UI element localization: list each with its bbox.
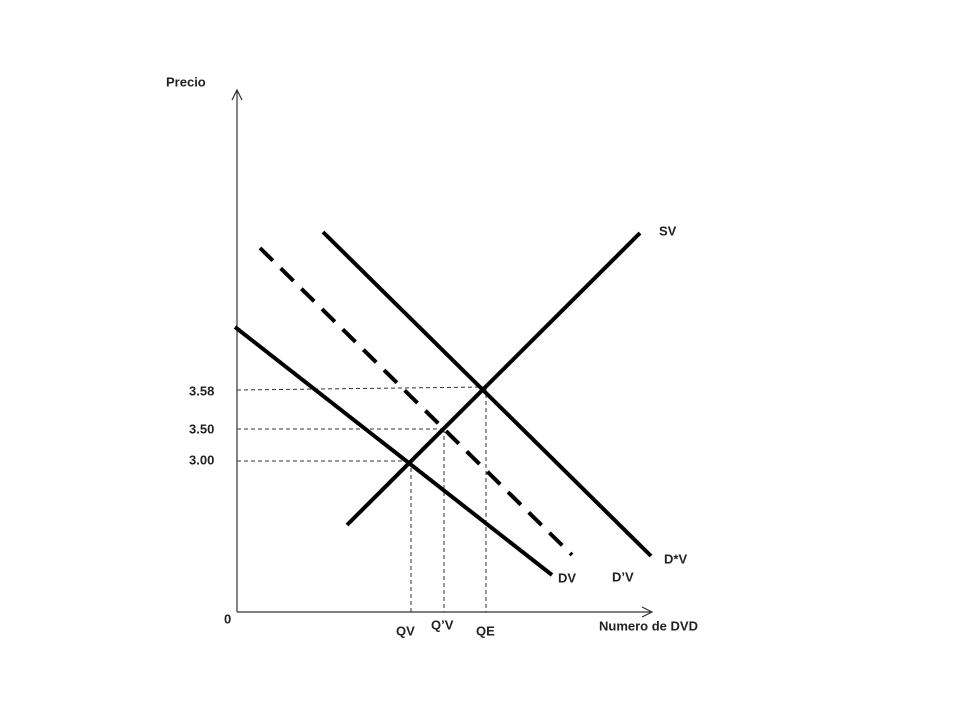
guide-line	[237, 460, 412, 612]
origin-label: 0	[224, 611, 231, 626]
price-label: 3.58	[189, 383, 214, 398]
price-label: 3.00	[189, 452, 214, 467]
curve-label: SV	[659, 223, 677, 238]
curve-label: DV	[558, 570, 576, 585]
demand-curve	[233, 325, 554, 577]
curve-label: D’V	[612, 569, 634, 584]
guide-line	[237, 428, 445, 612]
quantity-label: Q’V	[431, 617, 454, 632]
y-axis-label: Precio	[166, 74, 206, 89]
price-label: 3.50	[189, 421, 214, 436]
guide-line	[236, 386, 487, 612]
quantity-label: QE	[476, 623, 495, 638]
curve-label: D*V	[664, 551, 687, 566]
demand-curve	[321, 230, 653, 558]
y-axis	[231, 88, 243, 612]
supply-curve	[345, 231, 642, 527]
x-axis-label: Numero de DVD	[599, 618, 698, 633]
quantity-label: QV	[396, 623, 415, 638]
demand-curve-dashed	[258, 246, 574, 557]
